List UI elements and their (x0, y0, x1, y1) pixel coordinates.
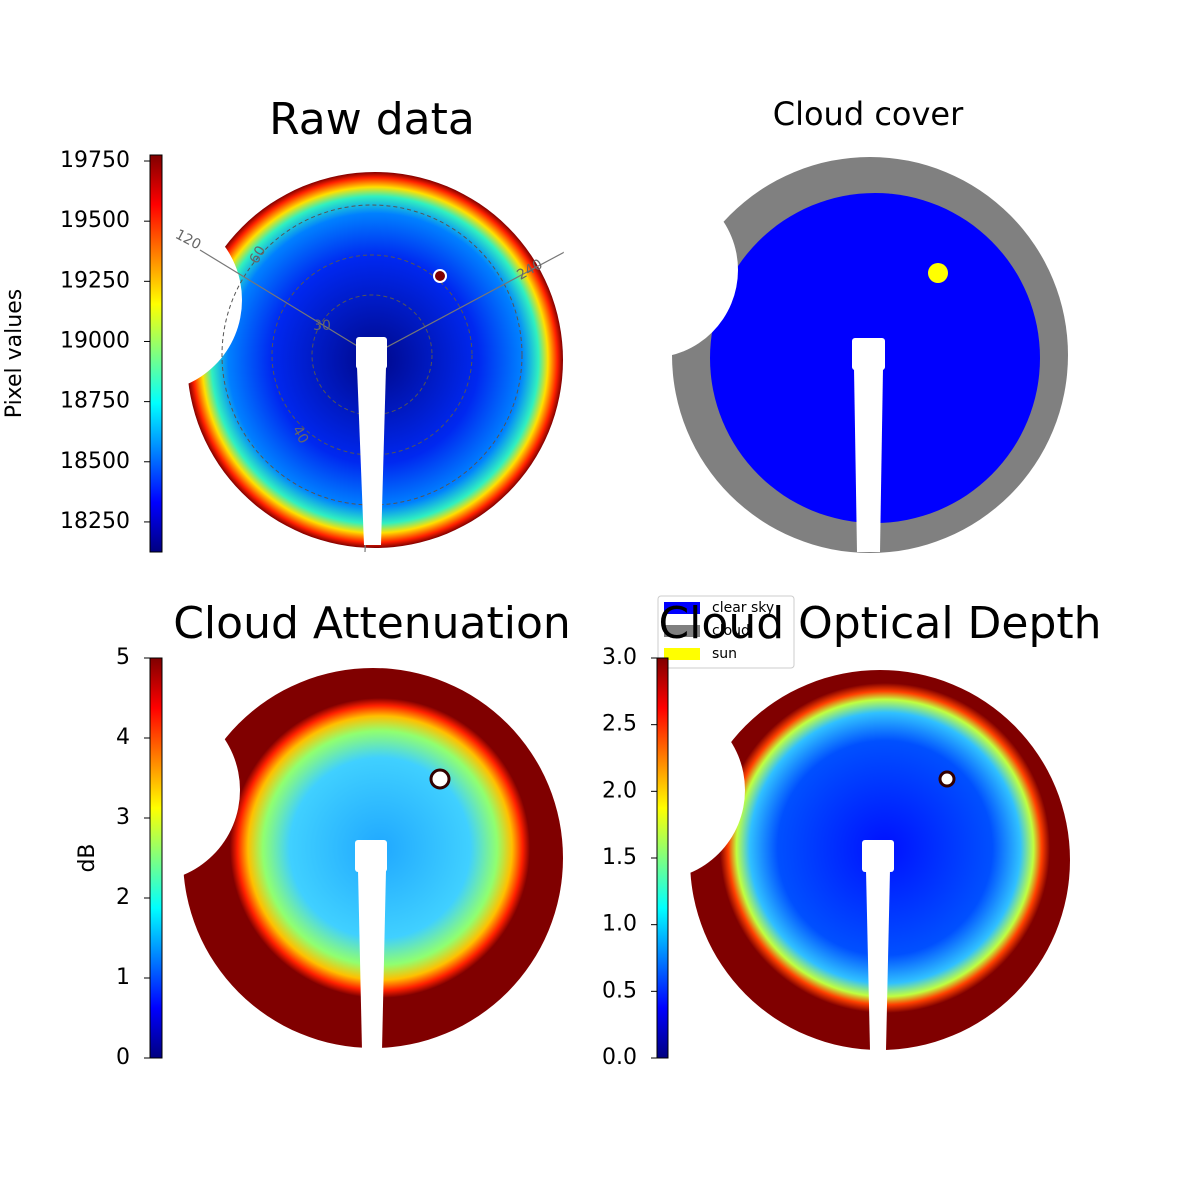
panel-title: Cloud Optical Depth (658, 598, 1101, 649)
attenuation-image (56, 668, 563, 1050)
colorbar-tick-label: 1.0 (602, 912, 637, 937)
panel-title: Raw data (269, 94, 475, 145)
colorbar-tick-label: 0 (116, 1045, 130, 1070)
colorbar-tick-label: 0.0 (602, 1045, 637, 1070)
cloud-cover-image (562, 157, 1068, 553)
colorbar-tick-label: 3.0 (602, 645, 637, 670)
legend-label: clear sky (712, 600, 774, 616)
legend-swatch (664, 625, 700, 637)
optical-depth-image (565, 670, 1070, 1050)
colorbar-tick-label: 0.5 (602, 978, 637, 1003)
polar-label: 40 (289, 423, 312, 446)
colorbar-tick-label: 3 (116, 805, 130, 830)
colorbar-label: dB (75, 843, 100, 872)
colorbar (656, 657, 669, 1059)
panel-title: Cloud cover (773, 95, 964, 133)
colorbar-tick-label: 18750 (60, 389, 130, 414)
panel-title: Cloud Attenuation (173, 598, 571, 649)
legend-label: sun (712, 646, 737, 662)
colorbar-tick-label: 2.5 (602, 712, 637, 737)
colorbar-tick-label: 1.5 (602, 845, 637, 870)
colorbar (149, 657, 163, 1059)
colorbar-tick-label: 2.0 (602, 778, 637, 803)
colorbar-label: Pixel values (2, 289, 27, 418)
legend-swatch (664, 648, 700, 660)
colorbar-tick-label: 2 (116, 885, 130, 910)
colorbar-tick-label: 19500 (60, 208, 130, 233)
colorbar-tick-label: 19250 (60, 268, 130, 293)
polar-label: 30 (313, 318, 331, 334)
colorbar-tick-label: 5 (116, 645, 130, 670)
colorbar-tick-label: 19750 (60, 148, 130, 173)
colorbar-tick-label: 1 (116, 965, 130, 990)
colorbar-tick-label: 4 (116, 725, 130, 750)
raw-image (58, 172, 573, 553)
polar-label: 60 (247, 243, 270, 266)
legend-label: cloud (712, 623, 750, 639)
colorbar-tick-label: 18500 (60, 449, 130, 474)
colorbar (149, 154, 163, 553)
legend-swatch (664, 602, 700, 614)
colorbar-tick-label: 18250 (60, 509, 130, 534)
colorbar-tick-label: 19000 (60, 328, 130, 353)
